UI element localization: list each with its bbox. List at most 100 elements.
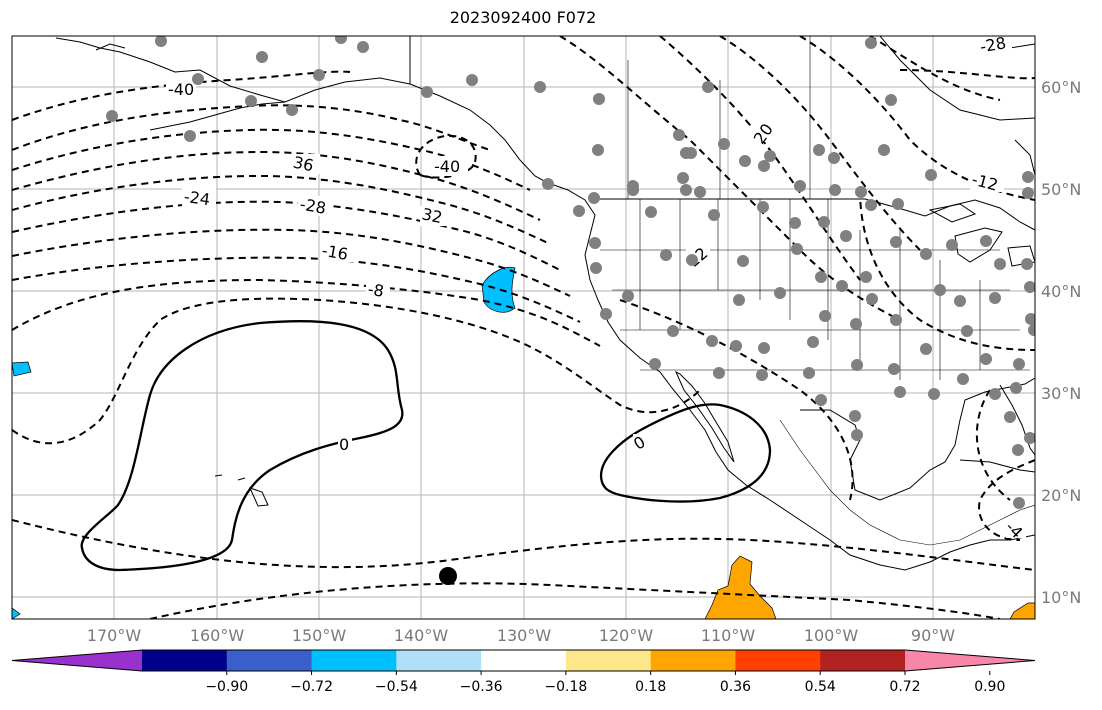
station-marker	[1022, 171, 1034, 183]
station-marker	[1028, 324, 1035, 336]
lon-label: 170°W	[87, 626, 142, 645]
station-marker	[849, 410, 861, 422]
station-marker	[1010, 382, 1022, 394]
station-marker	[925, 169, 937, 181]
station-marker	[1022, 187, 1034, 199]
colorbar-bin	[142, 650, 228, 671]
station-marker	[702, 81, 714, 93]
colorbar-bin	[311, 650, 397, 671]
station-marker	[794, 180, 806, 192]
station-marker	[1013, 497, 1025, 509]
station-marker	[713, 367, 725, 379]
contour-label: -28	[298, 195, 327, 218]
contour-label: -40	[434, 157, 460, 176]
station-marker	[818, 216, 830, 228]
station-marker	[850, 318, 862, 330]
lon-label: 100°W	[804, 626, 859, 645]
station-marker	[245, 95, 257, 107]
station-marker	[106, 110, 118, 122]
station-marker	[851, 359, 863, 371]
contour-label: -16	[320, 241, 349, 264]
station-marker	[686, 254, 698, 266]
station-marker	[836, 280, 848, 292]
station-marker	[313, 69, 325, 81]
station-marker	[803, 367, 815, 379]
station-marker	[894, 386, 906, 398]
station-marker	[865, 199, 877, 211]
station-marker	[888, 363, 900, 375]
colorbar-bin	[650, 650, 736, 671]
station-marker	[928, 388, 940, 400]
negative-anomaly-patch-west	[12, 361, 32, 377]
station-marker	[758, 160, 770, 172]
station-marker	[840, 230, 852, 242]
station-marker	[706, 335, 718, 347]
colorbar-tick-labels: −0.90 −0.72 −0.54 −0.36 −0.18 0.18 0.36 0.54 0.7…	[205, 671, 1005, 695]
station-marker	[694, 186, 706, 198]
zero-contours	[80, 320, 772, 572]
station-marker	[989, 388, 1001, 400]
station-marker	[813, 144, 825, 156]
station-marker	[980, 353, 992, 365]
station-marker	[791, 243, 803, 255]
station-marker	[1024, 432, 1035, 444]
station-marker	[184, 130, 196, 142]
lat-label: 10°N	[1041, 588, 1081, 607]
station-marker	[878, 144, 890, 156]
colorbar-tick-label: −0.54	[375, 679, 418, 695]
station-marker	[593, 93, 605, 105]
station-marker	[851, 429, 863, 441]
lon-label: 160°W	[190, 626, 245, 645]
station-marker	[774, 287, 786, 299]
lon-label: 90°W	[911, 626, 955, 645]
station-marker	[756, 369, 768, 381]
colorbar-tick-label: 0.54	[805, 679, 836, 695]
station-marker	[286, 104, 298, 116]
station-marker	[737, 255, 749, 267]
station-marker	[256, 51, 268, 63]
station-marker	[920, 343, 932, 355]
station-marker	[677, 172, 689, 184]
station-marker	[815, 394, 827, 406]
longitude-labels: 170°W 160°W 150°W 140°W 130°W 120°W 110°…	[87, 626, 955, 645]
station-markers	[106, 36, 1035, 509]
lon-label: 150°W	[292, 626, 347, 645]
colorbar-bin	[820, 650, 906, 671]
station-marker	[758, 342, 770, 354]
station-marker	[739, 155, 751, 167]
colorbar-tick-label: 0.36	[720, 679, 751, 695]
station-marker	[829, 184, 841, 196]
station-marker	[708, 209, 720, 221]
station-marker	[733, 294, 745, 306]
colorbar-bin	[226, 650, 313, 671]
colorbar-tick-label: −0.36	[460, 679, 503, 695]
contour-label: -28	[978, 33, 1007, 56]
colorbar-tick-label: −0.18	[544, 679, 587, 695]
latitude-labels: 60°N 50°N 40°N 30°N 20°N 10°N	[1041, 78, 1081, 607]
station-marker	[865, 37, 877, 49]
colorbar-bin	[565, 650, 652, 671]
colorbar-extend-max	[905, 650, 1035, 671]
station-marker	[680, 184, 692, 196]
station-marker	[789, 217, 801, 229]
station-marker	[685, 147, 697, 159]
station-marker	[730, 340, 742, 352]
station-marker	[1024, 281, 1035, 293]
station-marker	[335, 36, 347, 44]
station-marker	[764, 150, 776, 162]
colorbar-tick-label: −0.90	[205, 679, 248, 695]
station-marker	[815, 271, 827, 283]
map-frame	[11, 35, 1036, 620]
station-marker	[920, 248, 932, 260]
station-marker	[357, 41, 369, 53]
station-marker	[600, 308, 612, 320]
lon-label: 130°W	[497, 626, 552, 645]
station-marker	[934, 284, 946, 296]
lat-label: 40°N	[1041, 282, 1081, 301]
station-marker	[649, 358, 661, 370]
station-marker	[421, 86, 433, 98]
station-marker	[542, 178, 554, 190]
colorbar-tick-label: −0.72	[290, 679, 333, 695]
station-marker	[573, 205, 585, 217]
